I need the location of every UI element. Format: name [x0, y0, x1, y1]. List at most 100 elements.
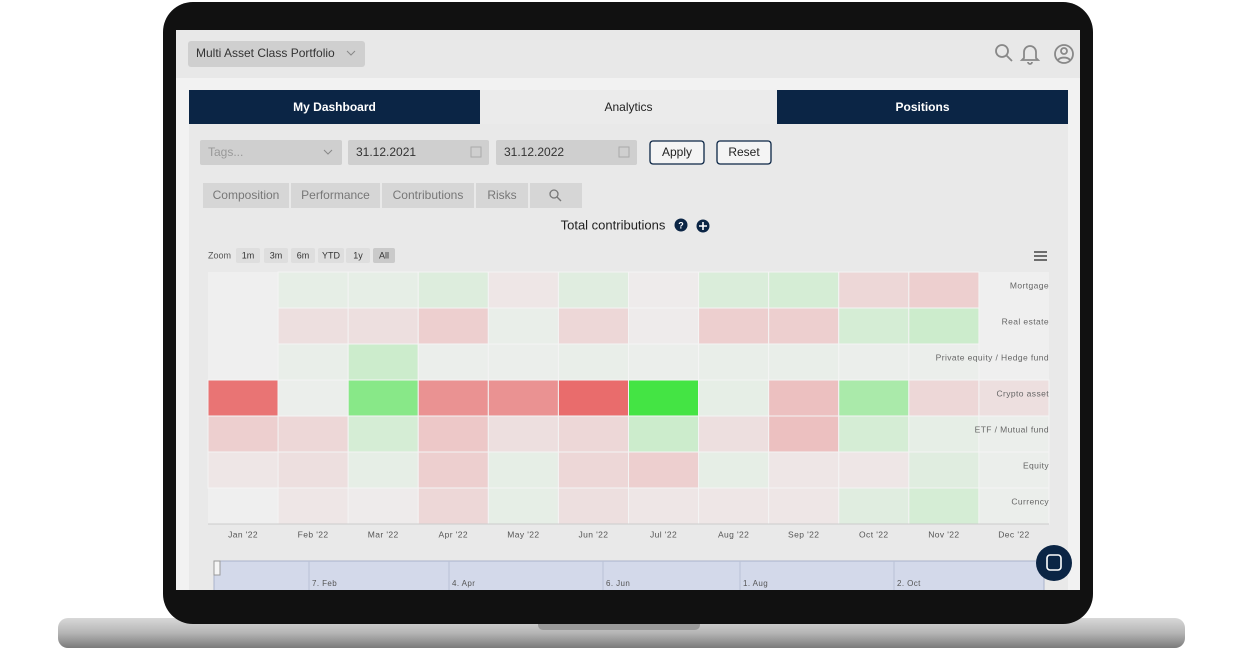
- navigator-handle[interactable]: [213, 560, 221, 576]
- heatmap-cell: [908, 487, 980, 525]
- heatmap-cell: [908, 271, 980, 309]
- heatmap-cell: [277, 451, 349, 489]
- tags-placeholder: Tags...: [208, 145, 243, 159]
- heatmap-cell: [277, 307, 349, 345]
- heatmap-cell: [698, 307, 770, 345]
- heatmap-cell: [908, 415, 980, 453]
- help-glyph: ?: [678, 220, 684, 230]
- search-tab[interactable]: [530, 183, 582, 208]
- heatmap-cell: [838, 487, 910, 525]
- heatmap-cell: [487, 487, 559, 525]
- subtab-label: Risks: [487, 188, 516, 202]
- heatmap-cell: [768, 307, 840, 345]
- tab[interactable]: [480, 90, 777, 124]
- zoom-option: 1m: [242, 250, 255, 260]
- subtab[interactable]: [476, 183, 528, 208]
- portfolio-select[interactable]: [188, 41, 365, 67]
- heatmap-cell: [277, 415, 349, 453]
- heatmap-cell: [557, 415, 630, 453]
- heatmap-cell: [628, 271, 700, 309]
- heatmap-cell: [557, 343, 630, 381]
- heatmap-cell: [838, 451, 910, 489]
- row-label: Private equity / Hedge fund: [936, 352, 1049, 362]
- calendar-icon: [470, 146, 482, 158]
- button[interactable]: [649, 140, 705, 165]
- heatmap-cell: [557, 451, 630, 489]
- chevron: [323, 149, 333, 155]
- x-tick-label: Mar '22: [368, 529, 399, 539]
- heatmap-cell: [628, 343, 700, 381]
- x-tick-label: Jul '22: [650, 529, 677, 539]
- help-icon[interactable]: [674, 218, 688, 232]
- heatmap-cell: [487, 451, 559, 489]
- subtab[interactable]: [291, 183, 380, 208]
- row-label: Real estate: [1002, 316, 1049, 326]
- x-tick-label: Dec '22: [998, 529, 1029, 539]
- x-tick-label: Oct '22: [859, 529, 888, 539]
- heatmap-cell: [557, 487, 630, 525]
- date-input[interactable]: [496, 140, 637, 165]
- heatmap-cell: [207, 415, 279, 453]
- heatmap-cell: [487, 415, 559, 453]
- heatmap-cell: [768, 415, 840, 453]
- heatmap-cell: [628, 415, 700, 453]
- zoom-button[interactable]: [318, 248, 344, 263]
- heatmap-cell: [978, 451, 1050, 489]
- heatmap-cell: [628, 307, 700, 345]
- zoom-button[interactable]: [236, 248, 260, 263]
- heatmap-cell: [417, 379, 489, 417]
- x-tick-label: Nov '22: [928, 529, 959, 539]
- heatmap-cell: [628, 487, 700, 525]
- heatmap-cell: [487, 379, 559, 417]
- row-label: Equity: [1023, 460, 1049, 470]
- zoom-button[interactable]: [373, 248, 395, 263]
- zoom-option: 3m: [270, 250, 283, 260]
- zoom-option: 6m: [297, 250, 310, 260]
- heatmap-cell: [347, 307, 419, 345]
- search-glyph: [556, 196, 562, 202]
- x-tick-label: Sep '22: [788, 529, 819, 539]
- subtab[interactable]: [382, 183, 474, 208]
- heatmap-cell: [908, 307, 980, 345]
- zoom-button[interactable]: [291, 248, 315, 263]
- heatmap-cell: [698, 271, 770, 309]
- calendar-icon: [618, 146, 630, 158]
- zoom-button[interactable]: [346, 248, 370, 263]
- heatmap-cell: [557, 307, 630, 345]
- heatmap-cell: [417, 343, 489, 381]
- button[interactable]: [716, 140, 772, 165]
- subtab[interactable]: [203, 183, 289, 208]
- chat-button[interactable]: [1036, 545, 1072, 581]
- heatmap-cell: [557, 271, 630, 309]
- heatmap-cell: [347, 415, 419, 453]
- heatmap-cell: [417, 451, 489, 489]
- heatmap-cell: [838, 271, 910, 309]
- heatmap-cell: [628, 379, 700, 417]
- heatmap-cell: [768, 379, 840, 417]
- tab[interactable]: [189, 90, 480, 124]
- tags-select[interactable]: [200, 140, 342, 165]
- date-input[interactable]: [348, 140, 489, 165]
- heatmap-cell: [768, 343, 840, 381]
- row-label: ETF / Mutual fund: [975, 424, 1049, 434]
- heatmap-cell: [838, 379, 910, 417]
- heatmap-cell: [557, 379, 630, 417]
- heatmap-cell: [347, 379, 419, 417]
- row-label: Mortgage: [1010, 280, 1049, 290]
- heatmap-cell: [768, 487, 840, 525]
- heatmap-cell: [698, 415, 770, 453]
- chart-menu[interactable]: [1034, 251, 1047, 261]
- heatmap-cell: [487, 271, 559, 309]
- heatmap-cell: [417, 307, 489, 345]
- tab[interactable]: [777, 90, 1068, 124]
- zoom-button[interactable]: [264, 248, 288, 263]
- add-glyph: [699, 222, 707, 230]
- navigator-label: 6. Jun: [606, 579, 630, 588]
- navigator[interactable]: [213, 560, 1045, 591]
- portfolio-name: Multi Asset Class Portfolio: [196, 46, 335, 60]
- heatmap-cell: [908, 379, 980, 417]
- navigator-label: 2. Oct: [897, 579, 921, 588]
- row-label: Currency: [1011, 496, 1049, 506]
- row-label: Crypto asset: [996, 388, 1049, 398]
- subtab-label: Composition: [213, 188, 280, 202]
